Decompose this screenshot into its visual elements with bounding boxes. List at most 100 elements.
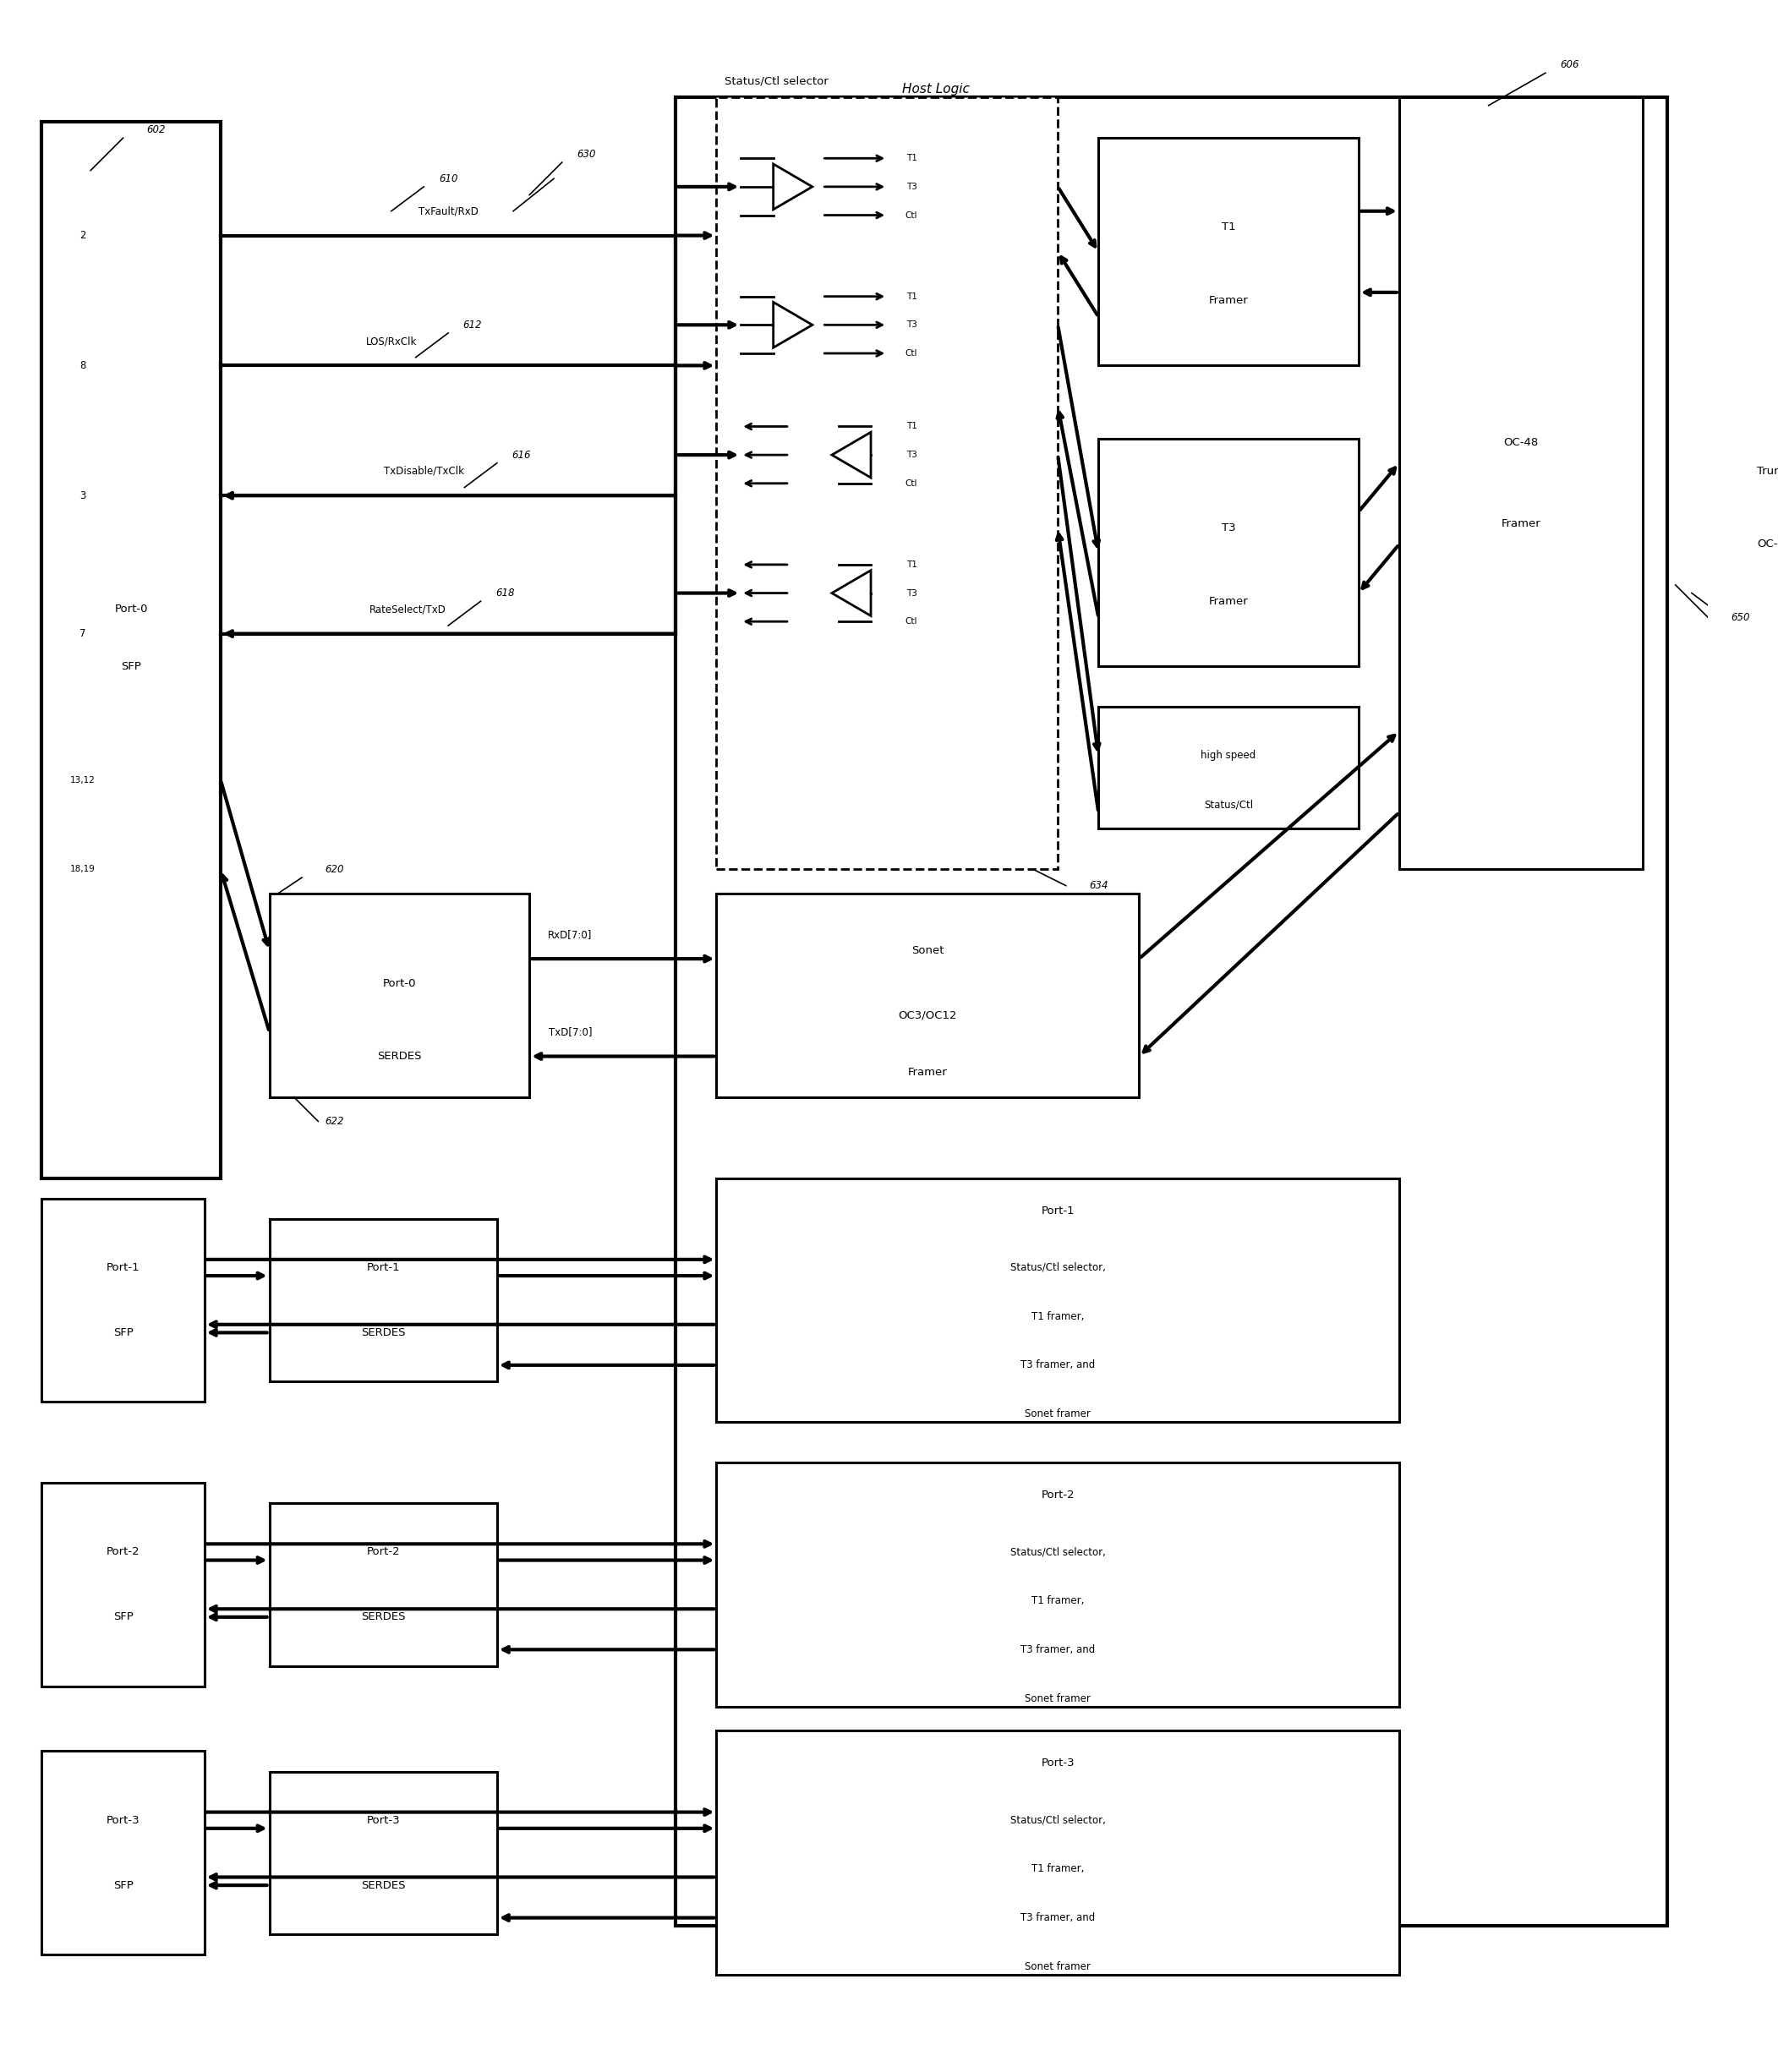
Text: Status/Ctl selector,: Status/Ctl selector, — [1010, 1815, 1106, 1825]
Text: 612: 612 — [462, 319, 482, 329]
Text: OC-48: OC-48 — [1757, 539, 1778, 549]
Text: 3: 3 — [80, 491, 85, 501]
Polygon shape — [832, 433, 871, 479]
Text: Sonet framer: Sonet framer — [1024, 1960, 1090, 1973]
Text: Port-1: Port-1 — [366, 1262, 400, 1272]
Text: SERDES: SERDES — [361, 1612, 405, 1622]
Bar — [270, 1218, 498, 1382]
Text: 18,19: 18,19 — [69, 866, 94, 874]
Text: T3 framer, and: T3 framer, and — [1021, 1912, 1095, 1923]
Text: T1: T1 — [907, 423, 917, 431]
Text: T3: T3 — [1221, 522, 1236, 535]
Bar — [1099, 139, 1358, 365]
Text: TxD[7:0]: TxD[7:0] — [548, 1026, 592, 1038]
Text: Port-2: Port-2 — [366, 1546, 400, 1558]
Text: T1 framer,: T1 framer, — [1031, 1312, 1085, 1322]
Text: 7: 7 — [80, 628, 85, 638]
Text: 618: 618 — [496, 588, 514, 599]
Text: Port-3: Port-3 — [107, 1815, 140, 1825]
Bar — [270, 1772, 498, 1933]
Text: 616: 616 — [512, 450, 532, 460]
Text: 610: 610 — [439, 174, 457, 184]
Text: T3 framer, and: T3 framer, and — [1021, 1643, 1095, 1656]
Bar — [1099, 439, 1358, 667]
Text: Sonet: Sonet — [912, 945, 944, 955]
Text: SERDES: SERDES — [361, 1879, 405, 1892]
Text: Framer: Framer — [909, 1067, 948, 1077]
Text: 620: 620 — [325, 864, 343, 874]
Text: LOS/RxClk: LOS/RxClk — [366, 336, 416, 346]
Text: T3: T3 — [907, 588, 917, 597]
Text: SERDES: SERDES — [361, 1328, 405, 1339]
Text: T1: T1 — [907, 292, 917, 300]
Text: Ctl: Ctl — [905, 479, 917, 487]
Text: 634: 634 — [1088, 881, 1108, 891]
Bar — [43, 1484, 204, 1687]
Polygon shape — [773, 164, 813, 209]
Text: SFP: SFP — [114, 1328, 133, 1339]
Text: 630: 630 — [576, 149, 596, 160]
Text: T3 framer, and: T3 framer, and — [1021, 1359, 1095, 1372]
Text: T3: T3 — [907, 452, 917, 460]
Polygon shape — [832, 570, 871, 615]
Text: T3: T3 — [907, 321, 917, 329]
Text: Port-0: Port-0 — [382, 978, 416, 988]
Text: Ctl: Ctl — [905, 348, 917, 358]
Text: 602: 602 — [146, 124, 165, 135]
Text: Sonet framer: Sonet framer — [1024, 1409, 1090, 1419]
Bar — [1399, 97, 1643, 870]
Text: Framer: Framer — [1209, 597, 1248, 607]
Text: Ctl: Ctl — [905, 211, 917, 220]
Text: T1: T1 — [1221, 222, 1236, 232]
Text: Status/Ctl selector,: Status/Ctl selector, — [1010, 1546, 1106, 1558]
Text: Status/Ctl: Status/Ctl — [1204, 800, 1253, 810]
Text: T1: T1 — [907, 559, 917, 570]
Text: Port-3: Port-3 — [1042, 1757, 1074, 1769]
Text: Port-2: Port-2 — [107, 1546, 140, 1558]
Bar — [270, 893, 530, 1096]
Bar — [43, 1751, 204, 1954]
Bar — [1099, 707, 1358, 829]
Text: T1 framer,: T1 framer, — [1031, 1595, 1085, 1606]
Text: SFP: SFP — [114, 1612, 133, 1622]
Bar — [717, 1463, 1399, 1707]
Text: Sonet framer: Sonet framer — [1024, 1693, 1090, 1703]
Text: Trunk: Trunk — [1757, 466, 1778, 477]
Bar — [43, 1198, 204, 1403]
Text: Port-3: Port-3 — [366, 1815, 400, 1825]
Bar — [717, 1179, 1399, 1421]
Text: 650: 650 — [1732, 611, 1750, 624]
Text: T1: T1 — [907, 153, 917, 162]
Text: TxFault/RxD: TxFault/RxD — [418, 205, 478, 218]
Text: OC-48: OC-48 — [1504, 437, 1538, 448]
Text: 622: 622 — [325, 1117, 343, 1127]
Text: Ctl: Ctl — [905, 617, 917, 626]
Text: Framer: Framer — [1501, 518, 1542, 530]
Text: T3: T3 — [907, 182, 917, 191]
Text: Port-1: Port-1 — [1042, 1206, 1074, 1216]
Text: OC3/OC12: OC3/OC12 — [898, 1011, 957, 1021]
Text: 2: 2 — [80, 230, 85, 240]
Text: RxD[7:0]: RxD[7:0] — [548, 928, 592, 941]
Text: TxDisable/TxClk: TxDisable/TxClk — [384, 466, 464, 477]
Text: 606: 606 — [1561, 60, 1579, 70]
Text: Framer: Framer — [1209, 294, 1248, 307]
Text: Port-1: Port-1 — [107, 1262, 140, 1272]
Bar — [717, 1730, 1399, 1975]
Text: SFP: SFP — [121, 661, 140, 671]
Text: RateSelect/TxD: RateSelect/TxD — [370, 603, 446, 615]
Text: Status/Ctl selector: Status/Ctl selector — [725, 75, 829, 87]
Text: Port-2: Port-2 — [1042, 1490, 1074, 1500]
Text: SERDES: SERDES — [377, 1051, 421, 1061]
Bar — [43, 122, 220, 1179]
Text: high speed: high speed — [1200, 750, 1255, 760]
Text: Port-0: Port-0 — [114, 603, 148, 615]
Text: 8: 8 — [80, 361, 85, 371]
Text: 13,12: 13,12 — [69, 775, 94, 783]
Bar — [717, 97, 1058, 870]
Bar — [717, 893, 1140, 1096]
Text: Status/Ctl selector,: Status/Ctl selector, — [1010, 1262, 1106, 1272]
Bar — [270, 1504, 498, 1666]
Text: Host Logic: Host Logic — [901, 83, 969, 95]
Polygon shape — [773, 303, 813, 348]
